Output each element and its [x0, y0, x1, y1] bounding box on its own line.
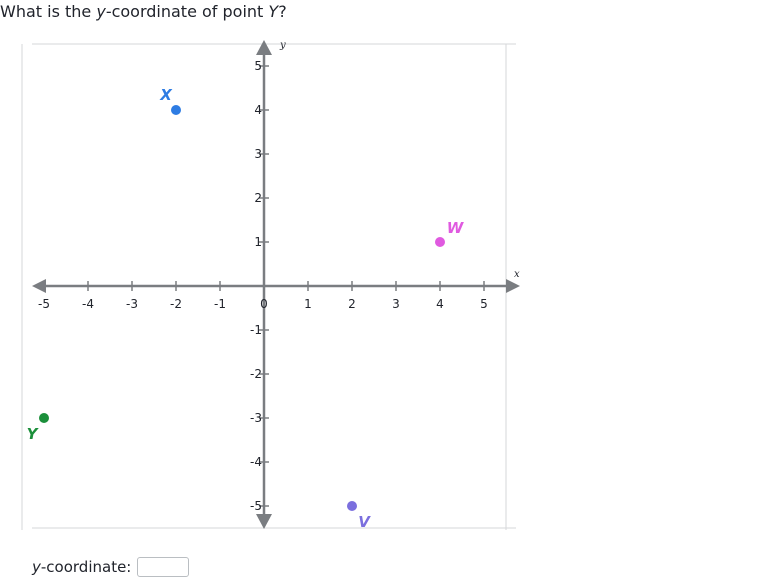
y-tick-label: 4 [254, 103, 262, 117]
y-tick-label: -4 [250, 455, 262, 469]
question-point: Y [268, 2, 279, 21]
point-x [171, 105, 181, 115]
y-tick-label: -1 [250, 323, 262, 337]
y-tick-label: 1 [254, 235, 262, 249]
question-variable: y [96, 2, 106, 21]
x-tick-label: 2 [348, 297, 356, 311]
question-middle: -coordinate of point [105, 2, 269, 21]
answer-label: -coordinate: [40, 558, 132, 576]
x-tick-label: -4 [82, 297, 94, 311]
point-y [39, 413, 49, 423]
y-tick-label: 2 [254, 191, 262, 205]
x-tick-label: -2 [170, 297, 182, 311]
x-tick-label: -5 [38, 297, 50, 311]
y-tick-label: -3 [250, 411, 262, 425]
point-w-label: W [447, 219, 465, 237]
point-v-label: V [358, 513, 371, 531]
answer-row: y -coordinate: [32, 556, 190, 578]
y-axis-label: y [279, 40, 286, 51]
x-axis-left-arrow [32, 279, 46, 293]
y-tick-label: 3 [254, 147, 262, 161]
x-tick-label: 5 [480, 297, 488, 311]
x-axis-label: x [514, 269, 520, 280]
y-axis-down-arrow [256, 514, 272, 529]
y-axis-up-arrow [256, 40, 272, 55]
tick-labels: x y -5 -4 -3 -2 -1 0 1 2 3 4 5 -5 -4 -3 -2 -1 1 2 3 4 5 [38, 40, 520, 513]
answer-variable: y [32, 558, 41, 576]
y-coordinate-input[interactable] [137, 557, 190, 577]
points: X W Y V [27, 86, 465, 531]
coordinate-plane: x y -5 -4 -3 -2 -1 0 1 2 3 4 5 -5 -4 -3 -2 -1 1 2 3 4 5 X W Y V [21, 40, 520, 531]
x-tick-label: -1 [214, 297, 226, 311]
y-tick-label: -5 [250, 499, 262, 513]
point-y-label: Y [27, 425, 40, 443]
question-suffix: ? [278, 2, 287, 21]
x-tick-label: 0 [260, 297, 268, 311]
y-tick-label: 5 [254, 59, 262, 73]
x-tick-label: 3 [392, 297, 400, 311]
question-text: What is the y-coordinate of point Y? [0, 2, 287, 22]
question-prefix: What is the [0, 2, 97, 21]
axes [32, 40, 520, 529]
point-x-label: X [159, 86, 173, 104]
x-tick-label: 4 [436, 297, 444, 311]
x-axis-right-arrow [506, 279, 520, 293]
point-v [347, 501, 357, 511]
x-tick-label: 1 [304, 297, 312, 311]
y-tick-label: -2 [250, 367, 262, 381]
point-w [435, 237, 445, 247]
x-tick-label: -3 [126, 297, 138, 311]
